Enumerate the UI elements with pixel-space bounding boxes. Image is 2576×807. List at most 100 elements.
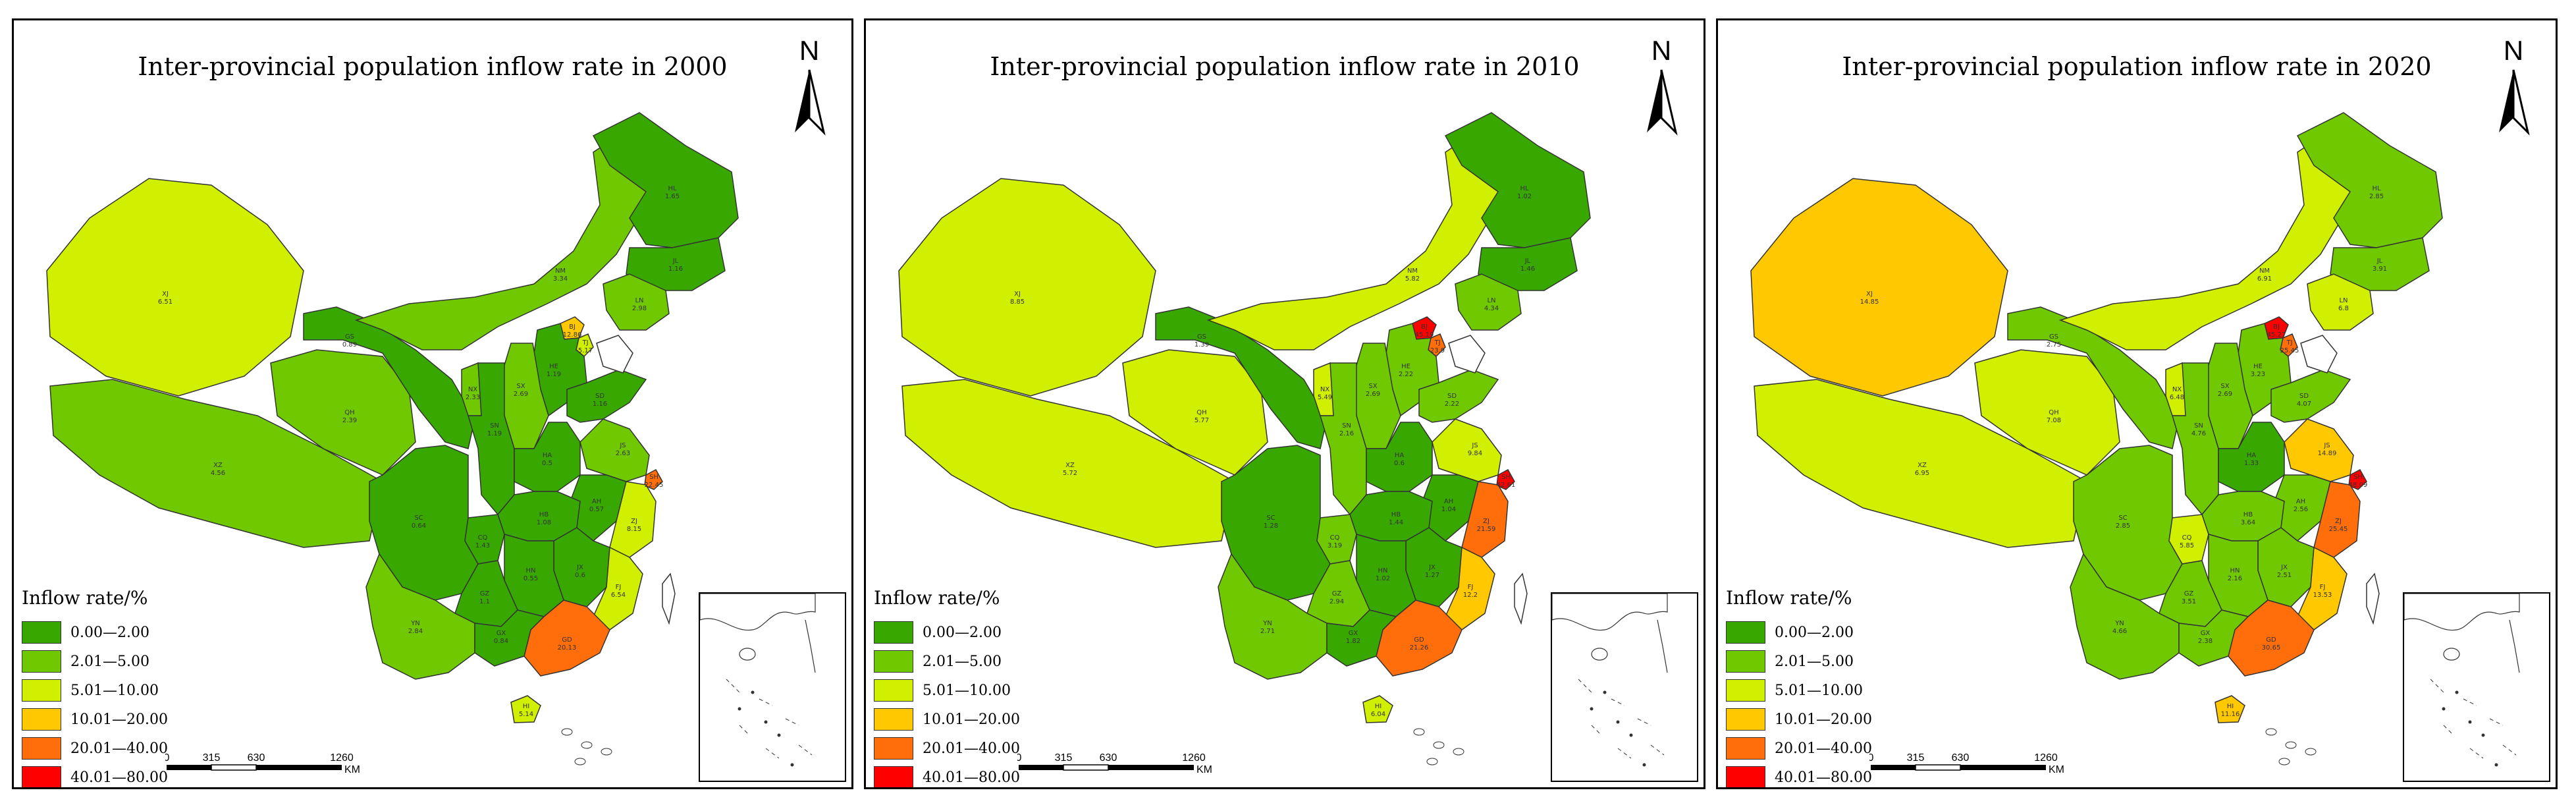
province-abbr: SD bbox=[1447, 393, 1457, 400]
inset-island bbox=[2443, 648, 2460, 661]
inset-island-dot bbox=[1616, 720, 1620, 724]
inset-island-dot bbox=[1603, 690, 1607, 694]
province-abbr: QH bbox=[344, 409, 354, 416]
province-abbr: XZ bbox=[213, 462, 223, 469]
province-value: 11.16 bbox=[2221, 711, 2240, 718]
legend-item: 40.01—80.00 bbox=[874, 763, 1020, 787]
south-china-sea-inset bbox=[699, 592, 846, 782]
province-value: 0.64 bbox=[412, 522, 426, 530]
inset-island-dot bbox=[751, 690, 755, 694]
province-abbr: AH bbox=[1444, 498, 1453, 505]
legend-swatch bbox=[22, 708, 61, 731]
province-value: 1.02 bbox=[1517, 193, 1532, 200]
province-value: 0.84 bbox=[494, 638, 508, 645]
island-outline bbox=[1413, 728, 1425, 736]
province-value: 2.38 bbox=[2198, 638, 2213, 645]
legend-label: 5.01—10.00 bbox=[70, 682, 159, 699]
taiwan-region bbox=[2366, 572, 2380, 625]
inset-dashed-line bbox=[2469, 748, 2484, 759]
inset-dashed-line bbox=[2489, 718, 2504, 726]
province-value: 0.57 bbox=[589, 506, 604, 513]
legend-item: 0.00—2.00 bbox=[1726, 618, 1872, 647]
scale-bar: 0 315 630 1260 KM bbox=[1869, 752, 2064, 775]
province-value: 21.26 bbox=[1410, 644, 1429, 652]
inset-dashed-line bbox=[739, 725, 750, 736]
province-value: 9.84 bbox=[1468, 450, 1482, 457]
bohai-sea bbox=[1448, 335, 1486, 374]
north-arrow-icon: N bbox=[1647, 35, 1678, 136]
province-abbr: SN bbox=[2194, 422, 2203, 430]
province-value: 1.19 bbox=[547, 371, 561, 378]
province-abbr: HB bbox=[2243, 511, 2253, 518]
scale-tick: 315 bbox=[1907, 752, 1925, 764]
inset-coastline bbox=[699, 593, 816, 631]
legend-swatch bbox=[22, 766, 61, 787]
province-abbr: HA bbox=[2247, 452, 2257, 459]
province-abbr: GZ bbox=[2184, 590, 2194, 598]
province-value: 1.46 bbox=[1520, 265, 1535, 273]
province-value: 22.45 bbox=[645, 482, 664, 489]
province-abbr: SC bbox=[414, 515, 423, 522]
province-value: 1.82 bbox=[1346, 638, 1360, 645]
province-sh bbox=[1496, 468, 1515, 490]
legend-label: 2.01—5.00 bbox=[1775, 653, 1854, 670]
province-value: 1.43 bbox=[475, 542, 490, 549]
province-abbr: JX bbox=[576, 564, 583, 571]
province-abbr: GD bbox=[562, 636, 572, 644]
province-ln bbox=[1455, 273, 1522, 331]
legend-item: 40.01—80.00 bbox=[1726, 763, 1872, 787]
province-value: 3.34 bbox=[553, 275, 568, 283]
inset-dashed-line bbox=[1617, 748, 1632, 759]
map-panel-2000: XJ 6.51 XZ 4.56 QH 2.39 GS 0.89 NM 3.34 HL 1.65 JL 1.… bbox=[12, 18, 853, 789]
province-xz bbox=[1754, 379, 2087, 548]
legend-label: 0.00—2.00 bbox=[1775, 624, 1854, 641]
island-outline bbox=[574, 758, 586, 765]
legend-title: Inflow rate/% bbox=[22, 587, 148, 609]
province-gx bbox=[1326, 609, 1397, 667]
legend-label: 10.01—20.00 bbox=[70, 711, 168, 728]
province-abbr: FJ bbox=[616, 584, 622, 591]
legend-label: 20.01—40.00 bbox=[70, 740, 168, 757]
province-value: 20.13 bbox=[558, 644, 577, 652]
inset-coast-segment bbox=[805, 619, 816, 673]
province-qh bbox=[1974, 349, 2120, 476]
legend-label: 40.01—80.00 bbox=[923, 769, 1020, 786]
province-abbr: LN bbox=[635, 297, 643, 304]
province-abbr: YN bbox=[1262, 620, 1272, 627]
province-value: 7.08 bbox=[2047, 417, 2061, 424]
province-value: 3.91 bbox=[2373, 265, 2387, 273]
legend-item: 20.01—40.00 bbox=[22, 734, 168, 763]
province-value: 1.33 bbox=[2244, 460, 2259, 467]
province-value: 1.39 bbox=[1194, 341, 1209, 348]
province-value: 4.66 bbox=[2112, 628, 2127, 635]
legend-swatch bbox=[1726, 708, 1765, 731]
legend-label: 20.01—40.00 bbox=[1775, 740, 1872, 757]
inset-dashed-line bbox=[2443, 725, 2454, 736]
island-outline bbox=[1433, 741, 1445, 749]
province-abbr: JS bbox=[1471, 442, 1478, 449]
legend: Inflow rate/% 0.00—2.00 2.01—5.00 5.01—10.… bbox=[22, 587, 168, 787]
inset-coastline bbox=[1551, 593, 1668, 631]
legend-swatch bbox=[1726, 766, 1765, 787]
province-abbr: HE bbox=[2253, 363, 2263, 370]
province-abbr: YN bbox=[410, 620, 420, 627]
scale-tick: 1260 bbox=[1182, 752, 1206, 764]
province-ha bbox=[514, 422, 581, 492]
island-outline bbox=[2285, 741, 2297, 749]
province-abbr: QH bbox=[2049, 409, 2058, 416]
province-js bbox=[579, 418, 650, 482]
legend-title: Inflow rate/% bbox=[874, 587, 1000, 609]
legend-swatch bbox=[1726, 650, 1765, 673]
province-value: 25.45 bbox=[2280, 347, 2299, 354]
legend-swatch bbox=[22, 679, 61, 702]
south-china-sea-inset bbox=[1551, 592, 1698, 782]
inset-coast-segment bbox=[2509, 619, 2520, 673]
province-abbr: LN bbox=[1487, 297, 1495, 304]
province-sh bbox=[2348, 468, 2367, 490]
map-title: Inter-provincial population inflow rate … bbox=[1842, 52, 2432, 81]
province-value: 1.16 bbox=[593, 401, 607, 408]
inset-coast-segment bbox=[1657, 619, 1668, 673]
province-abbr: LN bbox=[2339, 297, 2348, 304]
island-outline bbox=[601, 748, 612, 756]
legend-swatch bbox=[22, 621, 61, 644]
